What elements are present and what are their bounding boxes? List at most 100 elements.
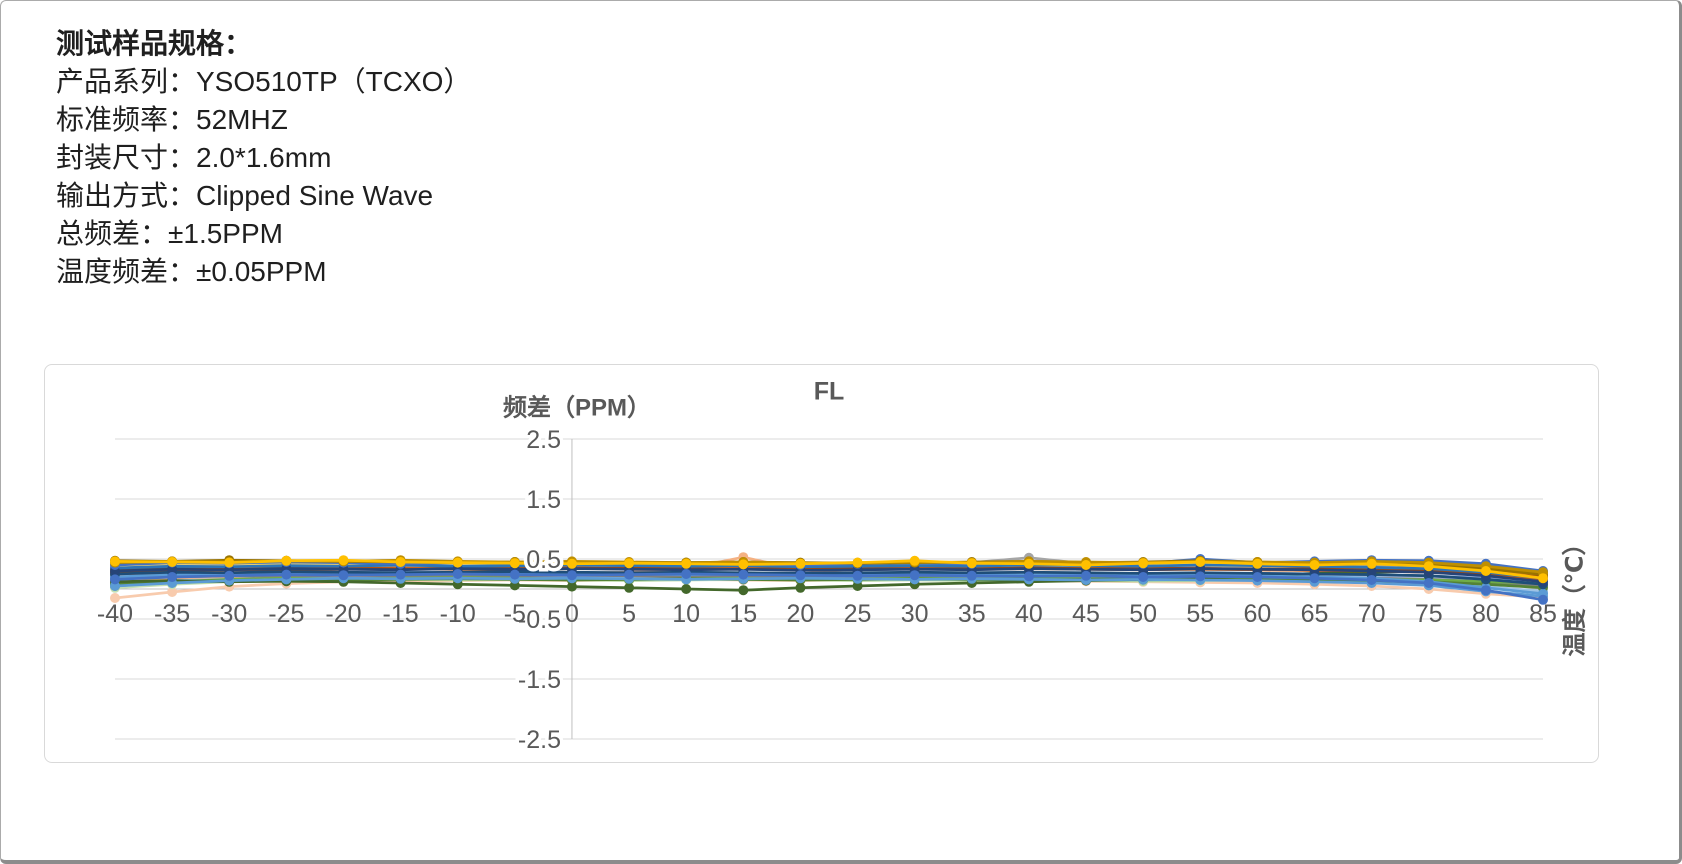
series-marker [1366, 558, 1377, 569]
spec-line-frequency: 标准频率：52MHZ [56, 104, 288, 135]
x-tick-label: 30 [901, 600, 929, 628]
series-marker [1309, 573, 1320, 584]
series-marker [509, 558, 520, 569]
series-marker [224, 570, 235, 581]
series-line [113, 558, 1545, 580]
x-tick-label: 10 [672, 600, 700, 628]
series-marker [795, 570, 806, 581]
series-line [113, 570, 1545, 586]
series-marker [1309, 560, 1320, 570]
x-tick-label: 20 [787, 600, 815, 628]
x-tick-label: 85 [1529, 600, 1557, 628]
x-tick-label: 40 [1015, 600, 1043, 628]
series-marker [624, 582, 635, 593]
x-tick-label: 5 [622, 600, 636, 628]
y-tick-label: 2.5 [526, 426, 561, 454]
series-marker [224, 557, 235, 568]
fl-line-chart: 2.51.50.5-0.5-1.5-2.5-40 -35 -30 -25 -20 -15-… [97, 423, 1557, 758]
series-marker [681, 584, 692, 594]
series-marker [338, 555, 349, 566]
series-marker [795, 582, 806, 593]
series-marker [110, 556, 120, 567]
y-axis-title: 频差（PPM） [502, 394, 652, 422]
x-tick-label: -15 [383, 600, 419, 628]
x-tick-label: 0 [565, 600, 579, 628]
series-marker [1023, 571, 1034, 582]
series-marker [452, 557, 463, 568]
series-marker [167, 587, 178, 597]
series-marker [1138, 572, 1149, 582]
series-marker [566, 558, 577, 569]
chart-title: FL [813, 377, 845, 406]
x-tick-label: -5 [504, 600, 526, 628]
series-marker [1538, 573, 1548, 584]
x-tick-label: 45 [1072, 600, 1100, 628]
y-tick-label: -1.5 [518, 666, 561, 694]
spec-line-total-deviation: 总频差：±1.5PPM [56, 218, 283, 249]
series-marker [681, 558, 692, 569]
x-tick-label: 15 [729, 600, 757, 628]
series-marker [624, 569, 635, 580]
x-tick-label: -30 [211, 600, 247, 628]
series-marker [281, 555, 292, 566]
series-marker [566, 581, 577, 592]
spec-line-temp-deviation: 温度频差：±0.05PPM [56, 256, 327, 287]
chart-container: 2.5 1.5 0.5 -0.5 -1.5 -2.5 -40 -35 -30 -25 -20 -15-… [44, 364, 1599, 763]
series-marker [1252, 572, 1263, 582]
series-marker [852, 581, 863, 591]
series-marker [909, 570, 920, 581]
x-tick-label: -10 [440, 600, 476, 628]
series-marker [110, 593, 120, 603]
x-tick-label: -40 [97, 600, 133, 628]
y-tick-label: -0.5 [518, 606, 561, 634]
x-tick-label: 35 [958, 600, 986, 628]
spec-line-package-size: 封装尺寸：2.0*1.6mm [56, 142, 332, 173]
series-marker [1366, 566, 1377, 576]
series-marker [1480, 566, 1491, 576]
series-marker [795, 558, 806, 569]
x-axis-title: 温度（℃） [1561, 531, 1589, 657]
series-marker [852, 570, 863, 581]
series-marker [1423, 578, 1434, 588]
x-tick-label: -35 [154, 600, 190, 628]
spec-block: 测试样品规格： 产品系列：YSO510TP（TCXO） 标准频率：52MHZ 封… [56, 25, 471, 291]
series-marker [281, 569, 292, 580]
series-marker [167, 557, 178, 567]
series-marker [1081, 560, 1092, 570]
series-marker [1138, 558, 1149, 569]
series-marker [1538, 594, 1548, 605]
series-marker [1252, 558, 1263, 569]
x-tick-label: -25 [268, 600, 304, 628]
series-line [113, 576, 1545, 598]
series-marker [909, 555, 920, 566]
x-tick-label: -20 [325, 600, 361, 628]
x-tick-label: 75 [1415, 600, 1443, 628]
series-marker [110, 574, 120, 585]
series-line [113, 572, 1545, 602]
series-marker [1023, 558, 1034, 569]
x-tick-label: 65 [1301, 600, 1329, 628]
series-marker [738, 559, 749, 570]
series-marker [395, 557, 406, 567]
series-marker [738, 585, 749, 596]
y-tick-label: 0.5 [526, 546, 561, 574]
series-marker [395, 569, 406, 580]
spec-heading: 测试样品规格： [56, 28, 253, 59]
series-marker [509, 569, 520, 580]
series-marker [1366, 575, 1377, 585]
y-tick-label: -2.5 [518, 726, 561, 754]
x-tick-label: 50 [1129, 600, 1157, 628]
series-marker [852, 557, 863, 568]
y-tick-label: 1.5 [526, 486, 561, 514]
x-tick-label: 60 [1243, 600, 1271, 628]
series-marker [966, 558, 977, 569]
series-marker [624, 558, 635, 569]
series-marker [1480, 585, 1491, 596]
series-marker [338, 570, 349, 581]
spec-line-output-type: 输出方式：Clipped Sine Wave [56, 180, 434, 211]
series-marker [167, 572, 178, 582]
x-tick-label: 70 [1358, 600, 1386, 628]
x-tick-label: 80 [1472, 600, 1500, 628]
x-tick-label: 55 [1186, 600, 1214, 628]
